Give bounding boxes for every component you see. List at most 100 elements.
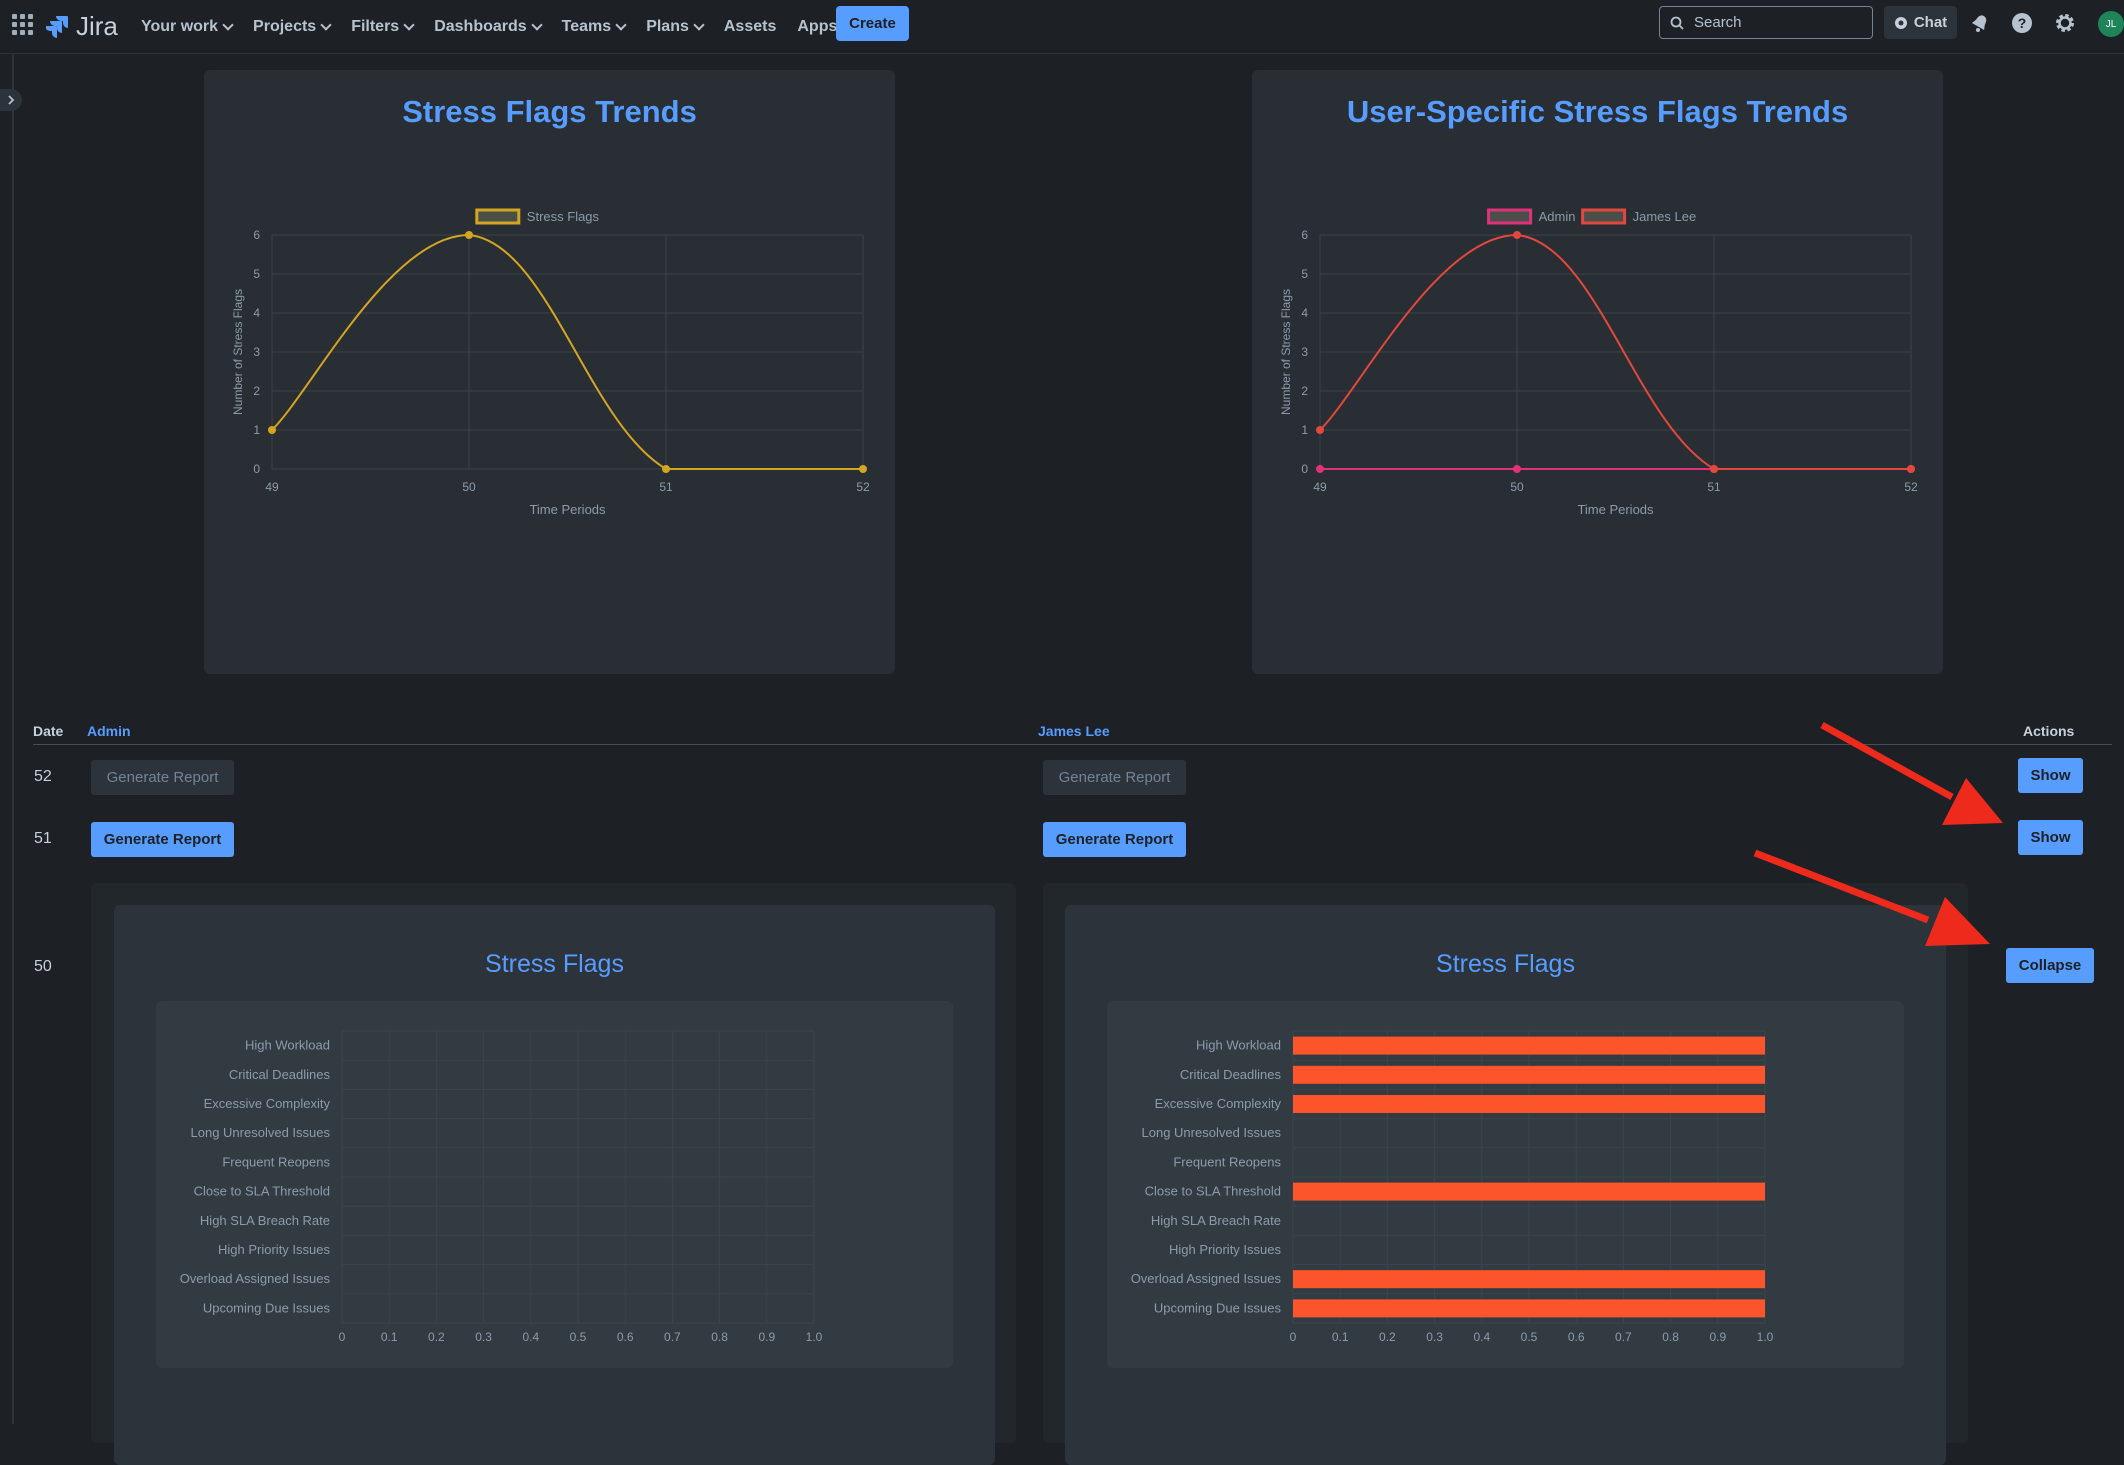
data-point xyxy=(859,465,867,473)
bar xyxy=(1293,1036,1765,1055)
nav-item-dashboards[interactable]: Dashboards xyxy=(434,17,543,36)
app-switcher-icon[interactable] xyxy=(12,14,34,36)
jira-logo[interactable]: Jira xyxy=(46,11,118,42)
chevron-right-icon xyxy=(8,95,15,105)
category-label: Long Unresolved Issues xyxy=(1142,1125,1282,1140)
gear-icon xyxy=(2056,14,2074,32)
data-point xyxy=(1316,465,1324,473)
category-label: Frequent Reopens xyxy=(1173,1154,1281,1169)
x-tick-label: 0.4 xyxy=(522,1330,539,1344)
y-tick-label: 1 xyxy=(1301,423,1308,437)
help-button[interactable]: ? xyxy=(2009,10,2035,36)
nav-item-your-work[interactable]: Your work xyxy=(141,18,234,36)
legend-swatch xyxy=(475,208,521,225)
table-header-james-lee[interactable]: James Lee xyxy=(1038,723,1110,739)
category-label: Excessive Complexity xyxy=(1155,1096,1282,1111)
nav-item-plans[interactable]: Plans xyxy=(646,17,705,36)
bell-icon xyxy=(1971,15,1987,32)
x-tick-label: 0.7 xyxy=(664,1330,681,1344)
y-tick-label: 3 xyxy=(253,345,260,359)
series-line xyxy=(1319,233,1911,471)
category-label: High Workload xyxy=(1196,1038,1281,1053)
x-tick-label: 0.3 xyxy=(475,1330,492,1344)
y-tick-label: 4 xyxy=(1301,306,1308,320)
search-input[interactable] xyxy=(1692,13,1866,32)
nav-item-label: Projects xyxy=(253,17,317,35)
category-label: Upcoming Due Issues xyxy=(203,1300,331,1315)
admin-generate-report-button[interactable]: Generate Report xyxy=(91,822,234,857)
table-divider xyxy=(33,744,2112,745)
y-tick-label: 1 xyxy=(253,423,260,437)
x-tick-label: 0.9 xyxy=(1709,1330,1726,1344)
x-tick-label: 0.1 xyxy=(1332,1330,1349,1344)
data-point xyxy=(1513,465,1521,473)
row-date: 52 xyxy=(34,768,52,785)
category-label: Overload Assigned Issues xyxy=(180,1271,331,1286)
y-tick-label: 5 xyxy=(1301,267,1308,281)
category-label: Frequent Reopens xyxy=(222,1154,330,1169)
legend-swatch xyxy=(1581,208,1627,225)
nav-item-apps[interactable]: Apps xyxy=(797,17,854,36)
james-generate-report-button[interactable]: Generate Report xyxy=(1043,822,1186,857)
nav-item-teams[interactable]: Teams xyxy=(562,18,627,36)
category-label: Critical Deadlines xyxy=(229,1067,331,1082)
data-point xyxy=(268,426,276,434)
row-date: 50 xyxy=(34,958,52,975)
x-tick-label: 51 xyxy=(659,480,673,494)
admin-stress-flags-card: Stress Flags 0 0.1 0.2 0.3 0.4 0.5 0.6 0.7 0.8 0.… xyxy=(114,905,995,1465)
james-generate-report-button[interactable]: Generate Report xyxy=(1043,760,1186,795)
category-label: Overload Assigned Issues xyxy=(1131,1271,1282,1286)
collapse-button[interactable]: Collapse xyxy=(2006,948,2094,983)
x-tick-label: 50 xyxy=(1510,480,1524,494)
svg-text:?: ? xyxy=(2018,15,2027,31)
y-tick-label: 2 xyxy=(1301,384,1308,398)
settings-button[interactable] xyxy=(2052,10,2078,36)
nav-item-label: Filters xyxy=(351,17,400,35)
avatar[interactable]: JL xyxy=(2098,11,2124,37)
show-button[interactable]: Show xyxy=(2018,758,2083,793)
x-tick-label: 0 xyxy=(339,1330,346,1344)
notifications-button[interactable] xyxy=(1967,10,1993,36)
bar xyxy=(1293,1299,1765,1318)
jira-logo-text: Jira xyxy=(76,11,118,41)
x-tick-label: 0.6 xyxy=(1568,1330,1585,1344)
stress-flags-trends-panel: Stress Flags Trends 0 1 2 3 4 5 6 49 50 51 52 Time … xyxy=(204,70,895,674)
chevron-down-icon xyxy=(403,18,415,31)
nav-item-label: Assets xyxy=(723,17,777,35)
nav-item-label: Dashboards xyxy=(434,17,527,35)
category-label: Close to SLA Threshold xyxy=(194,1184,330,1199)
bar xyxy=(1293,1095,1765,1113)
admin-generate-report-button[interactable]: Generate Report xyxy=(91,760,234,795)
x-tick-label: 0.3 xyxy=(1426,1330,1443,1344)
create-button[interactable]: Create xyxy=(836,6,909,41)
bar xyxy=(1293,1270,1765,1289)
legend-label: Admin xyxy=(1539,209,1576,224)
nav-item-projects[interactable]: Projects xyxy=(253,17,332,36)
nav-item-filters[interactable]: Filters xyxy=(351,17,415,36)
chevron-down-icon xyxy=(531,18,543,31)
x-tick-label: 51 xyxy=(1707,480,1721,494)
y-tick-label: 3 xyxy=(1301,345,1308,359)
chat-icon xyxy=(1894,16,1907,29)
y-tick-label: 6 xyxy=(1301,228,1308,242)
chevron-down-icon xyxy=(320,18,332,31)
x-tick-label: 50 xyxy=(462,480,476,494)
nav-item-label: Plans xyxy=(646,17,689,35)
table-header-admin[interactable]: Admin xyxy=(87,723,131,739)
nav-item-label: Apps xyxy=(797,17,838,35)
nav-item-assets[interactable]: Assets xyxy=(724,18,776,36)
admin-stress-flags-bar-chart: 0 0.1 0.2 0.3 0.4 0.5 0.6 0.7 0.8 0.9 1.0 High Work… xyxy=(180,1030,823,1344)
nav-menu: Your work Projects Filters Dashboards Teams P… xyxy=(141,0,872,53)
admin-report-container: Stress Flags 0 0.1 0.2 0.3 0.4 0.5 0.6 0.7 0.8 0.… xyxy=(91,883,1016,1465)
x-tick-label: 0 xyxy=(1290,1330,1297,1344)
y-tick-label: 0 xyxy=(253,462,260,476)
search-box[interactable] xyxy=(1659,6,1873,39)
x-tick-label: 0.5 xyxy=(570,1330,587,1344)
table-header-date: Date xyxy=(33,723,64,739)
sidebar-expand-button[interactable] xyxy=(0,89,22,111)
show-button[interactable]: Show xyxy=(2018,820,2083,855)
search-icon xyxy=(1670,16,1684,30)
category-label: High Priority Issues xyxy=(1169,1242,1281,1257)
chat-button[interactable]: Chat xyxy=(1884,6,1957,39)
category-label: High SLA Breach Rate xyxy=(200,1213,330,1228)
